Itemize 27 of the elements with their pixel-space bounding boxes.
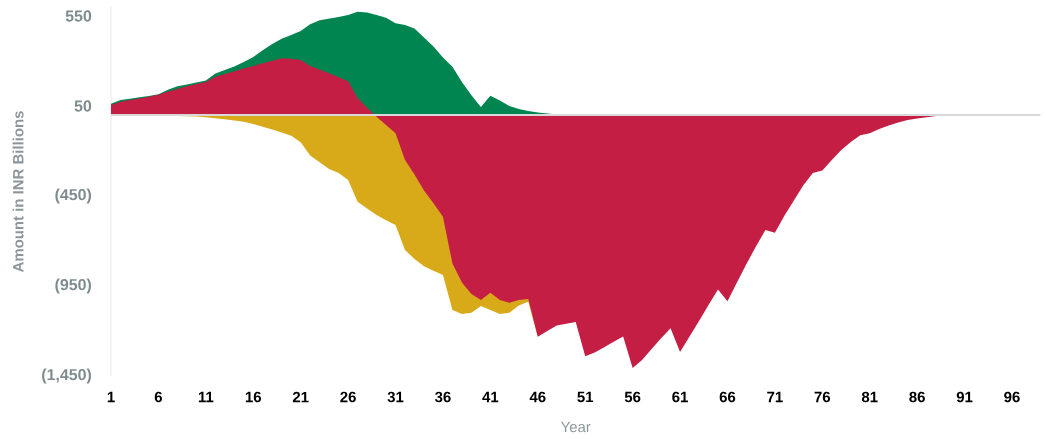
x-tick-label: 16	[245, 391, 262, 403]
x-tick-label: 36	[434, 391, 451, 403]
y-tick-label: 50	[74, 100, 92, 112]
x-tick-label: 46	[529, 391, 546, 403]
y-tick-label: (950)	[55, 278, 91, 294]
x-tick-label: 21	[292, 391, 309, 403]
x-tick-label: 51	[577, 391, 594, 403]
x-tick-label: 6	[154, 391, 163, 403]
x-tick-label: 96	[1004, 391, 1020, 403]
x-tick-label: 81	[861, 391, 878, 403]
x-tick-label: 61	[672, 391, 688, 403]
x-tick-label: 76	[814, 391, 831, 403]
x-tick-label: 11	[198, 391, 214, 403]
x-tick-label: 66	[719, 391, 736, 403]
x-tick-label: 91	[956, 391, 973, 403]
x-tick-label: 41	[482, 391, 499, 403]
y-tick-label: (450)	[55, 188, 91, 204]
y-tick-label: (1,450)	[42, 368, 91, 384]
x-tick-label: 26	[340, 391, 356, 403]
x-tick-label: 56	[624, 391, 641, 403]
x-tick-label: 31	[387, 391, 404, 403]
x-axis-title: Year	[560, 421, 591, 433]
x-tick-label: 71	[767, 391, 783, 403]
y-axis-title: Amount in INR Billions	[12, 111, 24, 273]
x-tick-label: 86	[909, 391, 925, 403]
x-tick-label: 1	[107, 391, 115, 403]
y-tick-label: 550	[65, 10, 92, 22]
